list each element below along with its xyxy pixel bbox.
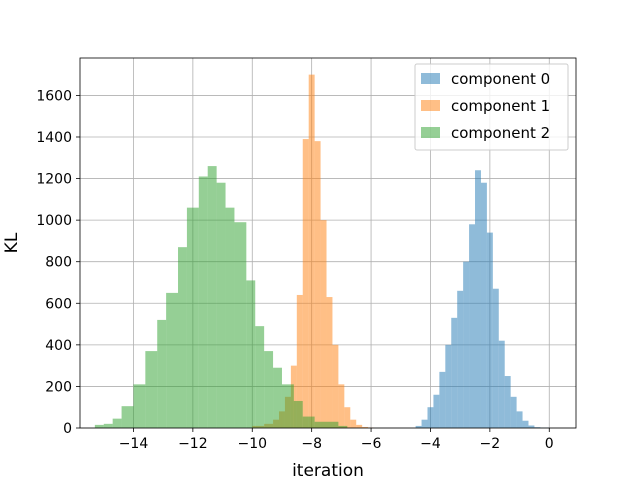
- x-tick-label: −12: [178, 436, 208, 452]
- legend-box: [414, 63, 569, 151]
- x-tick-label: −10: [237, 436, 267, 452]
- histogram-bar: [445, 344, 452, 428]
- histogram-bar: [492, 288, 499, 428]
- histogram-bar: [103, 423, 113, 428]
- histogram-bar: [427, 407, 434, 428]
- histogram-bar: [338, 425, 348, 428]
- histogram-bar: [457, 290, 464, 428]
- histogram-bar: [186, 207, 199, 428]
- histogram-bar: [234, 222, 247, 428]
- histogram-bar: [296, 294, 303, 428]
- axes-frame: [79, 57, 577, 429]
- y-tick-label: 1600: [36, 88, 72, 104]
- histogram-bar: [451, 317, 458, 428]
- y-tick-label: 600: [45, 296, 72, 312]
- legend: component 0 component 1 component 2: [414, 63, 569, 151]
- histogram-bar: [166, 292, 179, 428]
- x-axis-label: iteration: [292, 461, 364, 480]
- histogram-bar: [480, 182, 487, 428]
- legend-label-component-1: component 1: [451, 97, 550, 115]
- histogram-bar: [486, 232, 493, 428]
- histogram-bar: [314, 421, 327, 428]
- y-tick-label: 1400: [36, 130, 72, 146]
- histogram-bar: [528, 425, 535, 428]
- histogram-bar: [326, 421, 339, 428]
- histogram-bar: [293, 400, 303, 428]
- histogram-bar: [273, 367, 282, 428]
- histogram-bar: [145, 351, 158, 428]
- histogram-bar: [534, 427, 541, 428]
- y-tick-label: 400: [45, 338, 72, 354]
- legend-label-component-2: component 2: [451, 124, 550, 142]
- histogram-bar: [344, 407, 351, 428]
- histogram-bar: [281, 384, 294, 428]
- y-tick-label: 200: [45, 379, 72, 395]
- histogram-bar: [356, 424, 363, 428]
- histogram-bar: [112, 418, 122, 428]
- histogram-bar: [439, 371, 446, 428]
- histogram-bar: [504, 376, 511, 428]
- histogram-bar: [255, 326, 265, 428]
- histogram-bar: [350, 419, 357, 428]
- x-tick-label: 0: [545, 436, 554, 452]
- histogram-bar: [157, 319, 167, 428]
- histogram-bar: [338, 384, 345, 428]
- histogram-bars: [94, 74, 550, 429]
- y-axis-ticks: 0 200 400 600 800 1000 1200 1400 1600: [36, 88, 80, 437]
- histogram-bar: [332, 344, 339, 428]
- x-tick-label: −4: [420, 436, 441, 452]
- x-axis-ticks: −14 −12 −10 −8 −6 −4 −2 0: [119, 428, 554, 452]
- y-axis-label: KL: [2, 232, 22, 253]
- x-tick-label: −6: [361, 436, 382, 452]
- series-0-bars: [415, 170, 550, 428]
- histogram-bar: [463, 261, 470, 428]
- histogram-bar: [320, 220, 327, 428]
- histogram-bar: [522, 420, 529, 428]
- histogram-bar: [246, 280, 256, 428]
- histogram-bar: [198, 176, 208, 428]
- histogram-bar: [178, 247, 187, 428]
- histogram-bar: [264, 351, 274, 428]
- series-2-bars: [94, 166, 348, 428]
- y-tick-label: 1000: [36, 213, 72, 229]
- x-tick-label: −14: [119, 436, 149, 452]
- legend-swatch-component-2: [421, 127, 440, 138]
- histogram-bar: [510, 396, 517, 428]
- y-tick-label: 800: [45, 255, 72, 271]
- histogram-bar: [415, 425, 422, 428]
- histogram-bar: [421, 419, 428, 428]
- legend-swatch-component-0: [421, 73, 440, 84]
- histogram-bar: [94, 424, 104, 428]
- histogram-bar: [498, 340, 505, 428]
- histogram-bar: [362, 426, 369, 428]
- legend-label-component-0: component 0: [451, 70, 550, 88]
- histogram-bar: [475, 170, 481, 428]
- histogram-bar: [302, 416, 315, 428]
- histogram-bar: [207, 166, 217, 428]
- histogram-bar: [433, 394, 440, 428]
- histogram-bar: [326, 297, 333, 428]
- y-tick-label: 1200: [36, 172, 72, 188]
- histogram-bar: [216, 182, 226, 428]
- histogram-bar: [314, 141, 321, 429]
- histogram-bar: [308, 74, 315, 428]
- x-tick-label: −2: [480, 436, 501, 452]
- histogram-bar: [121, 406, 134, 428]
- histogram-bar: [469, 224, 476, 428]
- y-tick-label: 0: [63, 421, 72, 437]
- histogram-bar: [133, 384, 146, 428]
- legend-swatch-component-1: [421, 100, 440, 111]
- histogram-bar: [302, 139, 309, 428]
- histogram-bar: [516, 411, 523, 428]
- x-tick-label: −8: [301, 436, 322, 452]
- histogram-bar: [225, 207, 235, 428]
